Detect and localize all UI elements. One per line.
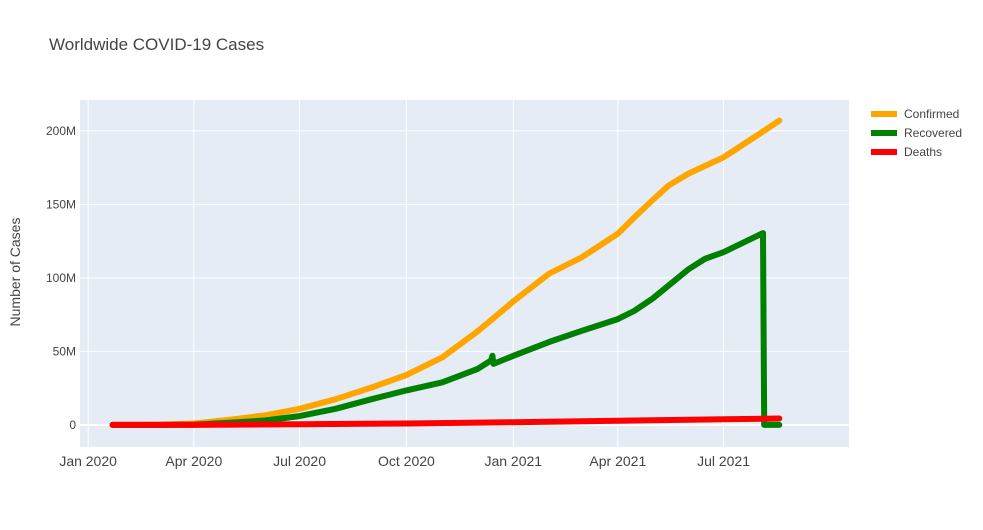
x-tick-label: Apr 2020 <box>165 453 222 469</box>
series-lines <box>109 117 783 428</box>
x-tick-label: Jan 2020 <box>59 453 117 469</box>
legend-label: Recovered <box>904 126 962 140</box>
y-tick-label: 50M <box>53 344 76 358</box>
legend-label: Confirmed <box>904 107 959 121</box>
x-tick-label: Apr 2021 <box>589 453 646 469</box>
legend-label: Deaths <box>904 145 942 159</box>
x-gridlines <box>87 100 725 447</box>
x-tick-label: Jul 2020 <box>273 453 326 469</box>
y-axis-label: Number of Cases <box>7 218 23 327</box>
chart-title: Worldwide COVID-19 Cases <box>49 35 264 54</box>
y-tick-labels: 0 50M 100M 150M 200M <box>46 124 76 432</box>
y-tick-label: 0 <box>69 418 76 432</box>
x-tick-label: Jul 2021 <box>697 453 750 469</box>
y-tick-label: 100M <box>46 271 76 285</box>
legend-item-deaths[interactable]: Deaths <box>871 145 942 159</box>
x-tick-labels: Jan 2020 Apr 2020 Jul 2020 Oct 2020 Jan 2021… <box>59 453 750 469</box>
legend-item-confirmed[interactable]: Confirmed <box>871 107 959 121</box>
series-line-deaths <box>109 415 783 428</box>
x-tick-label: Oct 2020 <box>378 453 435 469</box>
series-line-confirmed <box>109 117 783 428</box>
series-line-recovered <box>109 230 783 428</box>
x-tick-label: Jan 2021 <box>484 453 542 469</box>
y-tick-label: 150M <box>46 197 76 211</box>
legend-item-recovered[interactable]: Recovered <box>871 126 962 140</box>
legend[interactable]: Confirmed Recovered Deaths <box>871 107 962 159</box>
y-tick-label: 200M <box>46 124 76 138</box>
